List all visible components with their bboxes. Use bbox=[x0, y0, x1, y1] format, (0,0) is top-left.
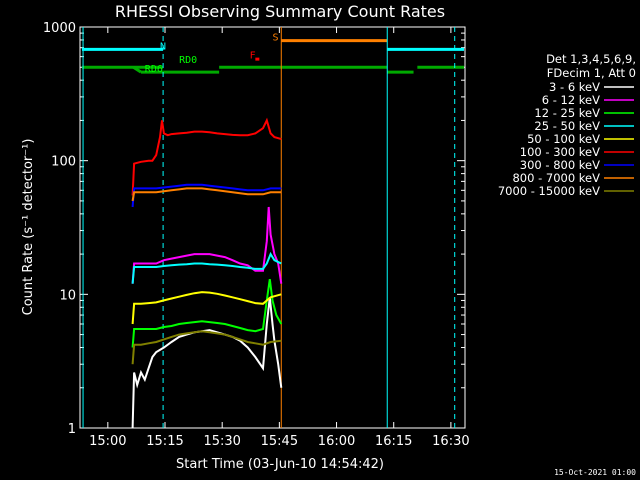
legend-entry-label: 25 - 50 keV bbox=[534, 119, 600, 133]
annotation-label: RD0 bbox=[179, 55, 197, 66]
series-line bbox=[131, 297, 283, 429]
legend-entry-label: 3 - 6 keV bbox=[549, 80, 600, 94]
series-line bbox=[131, 330, 282, 365]
series-line bbox=[131, 187, 282, 202]
timestamp: 15-Oct-2021 01:00 bbox=[554, 468, 636, 477]
x-tick-label: 15:00 bbox=[89, 434, 126, 449]
legend-entry-label: 50 - 100 keV bbox=[527, 132, 600, 146]
series-line bbox=[131, 291, 282, 325]
y-tick-label: 10 bbox=[59, 288, 76, 303]
series-line bbox=[131, 117, 282, 196]
rd-bar bbox=[132, 65, 142, 74]
plot-area: 15:00 15:15 15:30 15:45 16:00 16:15 16:30 1 10 10… bbox=[43, 21, 470, 449]
y-tick-label: 1000 bbox=[43, 21, 76, 36]
series-line bbox=[131, 278, 283, 348]
series-line bbox=[131, 251, 282, 284]
plot-frame bbox=[79, 26, 466, 429]
annotation-label: F bbox=[250, 51, 256, 62]
flare-marker bbox=[255, 57, 260, 61]
annotation-label: N bbox=[160, 41, 166, 52]
y-tick-label: 100 bbox=[51, 155, 76, 170]
annotation-label: S bbox=[273, 33, 279, 44]
series-line bbox=[131, 206, 283, 284]
legend-entry-label: 300 - 800 keV bbox=[520, 158, 600, 172]
x-tick-label: 16:30 bbox=[432, 434, 469, 449]
legend-entry-label: 12 - 25 keV bbox=[534, 106, 600, 120]
legend-header-line2: FDecim 1, Att 0 bbox=[547, 66, 636, 80]
x-tick-label: 15:45 bbox=[261, 434, 298, 449]
y-axis-label: Count Rate (s⁻¹ detector⁻¹) bbox=[21, 139, 36, 316]
legend-entry-label: 7000 - 15000 keV bbox=[498, 184, 600, 198]
x-axis-label: Start Time (03-Jun-10 14:54:42) bbox=[176, 457, 384, 472]
legend-entry-label: 6 - 12 keV bbox=[542, 93, 600, 107]
series-line bbox=[131, 183, 282, 208]
x-tick-label: 16:15 bbox=[375, 434, 412, 449]
x-tick-label: 15:30 bbox=[203, 434, 240, 449]
legend-header-line1: Det 1,3,4,5,6,9, bbox=[546, 52, 636, 66]
annotation-label: RD6 bbox=[145, 64, 163, 75]
x-tick-label: 15:15 bbox=[146, 434, 183, 449]
legend-entry-label: 100 - 300 keV bbox=[520, 145, 600, 159]
chart-title: RHESSI Observing Summary Count Rates bbox=[115, 2, 445, 21]
x-tick-label: 16:00 bbox=[318, 434, 355, 449]
legend: Det 1,3,4,5,6,9, FDecim 1, Att 0 3 - 6 k… bbox=[498, 52, 636, 198]
y-tick-label: 1 bbox=[68, 422, 76, 437]
legend-entry-label: 800 - 7000 keV bbox=[512, 171, 600, 185]
